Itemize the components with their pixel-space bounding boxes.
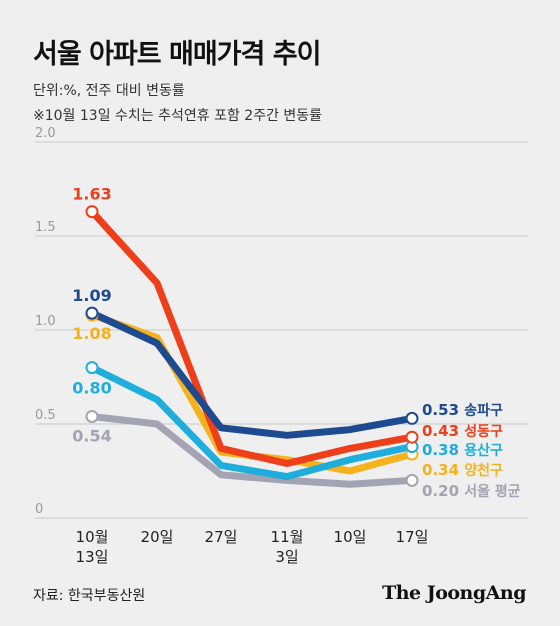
source-note: 자료: 한국부동산원: [33, 588, 146, 604]
y-tick-label: 1.0: [35, 314, 56, 329]
series-line: [88, 364, 416, 481]
x-tick-label: 13일: [76, 548, 109, 566]
start-value-label: 0.54: [72, 426, 111, 445]
x-tick-label: 27일: [205, 528, 238, 546]
data-point-marker: [405, 430, 419, 444]
end-value-label: 0.43 성동구: [422, 422, 503, 440]
end-value-label: 0.20 서울 평균: [422, 482, 521, 500]
data-point-marker: [85, 306, 99, 320]
y-tick-label: 0: [35, 502, 43, 517]
x-tick-label: 10월: [76, 528, 109, 546]
end-value-label: 0.53 송파구: [422, 401, 503, 419]
data-point-marker: [405, 473, 419, 487]
brand-logo: The JoongAng: [382, 582, 526, 604]
y-tick-label: 2.0: [35, 126, 56, 141]
end-value-label: 0.34 양천구: [422, 461, 503, 479]
y-tick-label: 1.5: [35, 220, 56, 235]
x-tick-label: 20일: [141, 528, 174, 546]
unit-note: 단위:%, 전주 대비 변동률: [33, 83, 185, 99]
chart-title: 서울 아파트 매매가격 추이: [33, 39, 321, 70]
x-tick-label: 17일: [396, 528, 429, 546]
data-point-marker: [85, 410, 99, 423]
series-line: [88, 309, 416, 439]
footnote: ※10월 13일 수치는 추석연휴 포함 2주간 변동률: [33, 108, 323, 124]
start-value-label: 1.63: [72, 185, 111, 204]
start-value-label: 1.08: [72, 324, 111, 343]
end-value-label: 0.38 용산구: [422, 441, 503, 459]
x-tick-label: 11월: [271, 528, 304, 546]
data-point-marker: [85, 361, 99, 375]
series-line: [88, 208, 416, 467]
data-point-marker: [85, 205, 99, 219]
x-tick-label: 3일: [275, 548, 298, 566]
series-line: [88, 413, 416, 488]
y-tick-label: 0.5: [35, 408, 56, 423]
start-value-label: 0.80: [72, 379, 111, 398]
data-point-marker: [405, 411, 419, 425]
x-tick-label: 10일: [334, 528, 367, 546]
start-value-label: 1.09: [72, 286, 111, 305]
